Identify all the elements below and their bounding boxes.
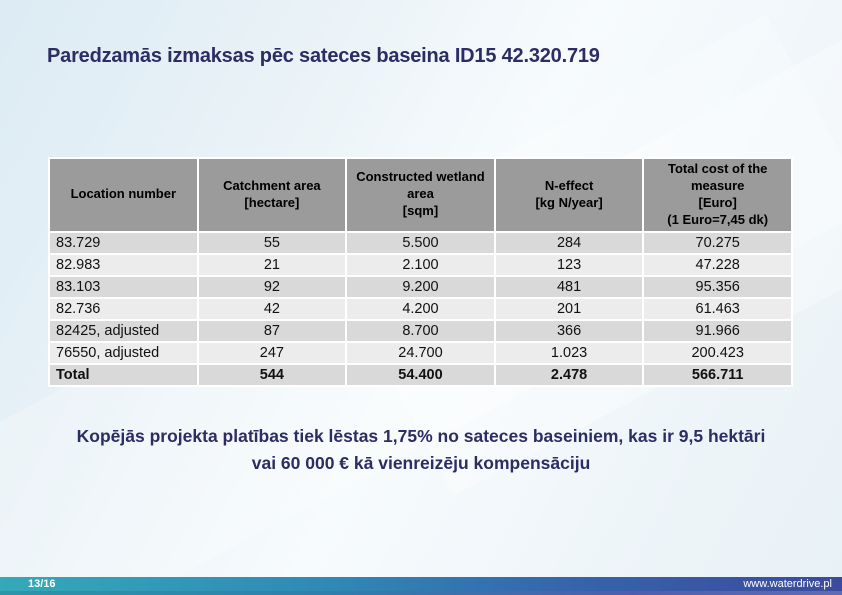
footer-bar: 13/16 www.waterdrive.pl	[0, 577, 842, 591]
cell-total-label: Total	[48, 363, 199, 388]
table-header-row: Location number Catchment area [hectare]…	[48, 157, 793, 233]
cell-cost: 47.228	[642, 252, 793, 277]
cell-n-effect: 284	[493, 230, 645, 255]
cell-cost: 61.463	[642, 296, 793, 322]
cell-catchment: 21	[196, 252, 348, 277]
cell-location: 82.736	[48, 296, 199, 322]
cost-table: Location number Catchment area [hectare]…	[48, 157, 793, 388]
cell-total-cost: 566.711	[642, 363, 793, 388]
table-row: 83.103 92 9.200 481 95.356	[48, 274, 793, 299]
header-total-cost: Total cost of the measure [Euro] (1 Euro…	[642, 157, 793, 233]
cell-wetland: 24.700	[345, 341, 496, 366]
cell-cost: 91.966	[642, 319, 793, 344]
cell-catchment: 55	[196, 230, 348, 255]
cell-cost: 95.356	[642, 274, 793, 299]
cell-location: 83.729	[48, 230, 199, 255]
header-catchment-area: Catchment area [hectare]	[196, 157, 348, 233]
cell-wetland: 5.500	[345, 230, 496, 255]
cell-wetland: 9.200	[345, 274, 496, 299]
website-text: www.waterdrive.pl	[743, 578, 832, 590]
cell-wetland: 4.200	[345, 296, 496, 322]
table-row: 82.736 42 4.200 201 61.463	[48, 296, 793, 322]
cell-location: 83.103	[48, 274, 199, 299]
cell-cost: 200.423	[642, 341, 793, 366]
table-row: 76550, adjusted 247 24.700 1.023 200.423	[48, 341, 793, 366]
cell-catchment: 247	[196, 341, 348, 366]
cost-table-container: Location number Catchment area [hectare]…	[48, 157, 793, 388]
table-row: 82.983 21 2.100 123 47.228	[48, 252, 793, 277]
table-row: 82425, adjusted 87 8.700 366 91.966	[48, 319, 793, 344]
cell-location: 82.983	[48, 252, 199, 277]
cell-n-effect: 123	[493, 252, 645, 277]
cell-total-wetland: 54.400	[345, 363, 496, 388]
header-location-number: Location number	[48, 157, 199, 233]
note-text: Kopējās projekta platības tiek lēstas 1,…	[76, 426, 766, 474]
cell-n-effect: 366	[493, 319, 645, 344]
cell-catchment: 87	[196, 319, 348, 344]
cell-location: 76550, adjusted	[48, 341, 199, 366]
page-number: 13/16	[28, 578, 56, 590]
cell-total-n-effect: 2.478	[493, 363, 645, 388]
cell-n-effect: 481	[493, 274, 645, 299]
cell-wetland: 2.100	[345, 252, 496, 277]
cell-location: 82425, adjusted	[48, 319, 199, 344]
cell-cost: 70.275	[642, 230, 793, 255]
table-row: 83.729 55 5.500 284 70.275	[48, 230, 793, 255]
cell-catchment: 42	[196, 296, 348, 322]
cell-n-effect: 1.023	[493, 341, 645, 366]
footer-strip	[0, 591, 842, 595]
table-body: 83.729 55 5.500 284 70.275 82.983 21 2.1…	[48, 230, 793, 388]
cell-catchment: 92	[196, 274, 348, 299]
header-wetland-area: Constructed wetland area [sqm]	[345, 157, 496, 233]
page-title: Paredzamās izmaksas pēc sateces baseina …	[47, 45, 600, 67]
table-header: Location number Catchment area [hectare]…	[48, 157, 793, 233]
table-total-row: Total 544 54.400 2.478 566.711	[48, 363, 793, 388]
cell-total-catchment: 544	[196, 363, 348, 388]
header-n-effect: N-effect [kg N/year]	[493, 157, 645, 233]
cell-wetland: 8.700	[345, 319, 496, 344]
cell-n-effect: 201	[493, 296, 645, 322]
